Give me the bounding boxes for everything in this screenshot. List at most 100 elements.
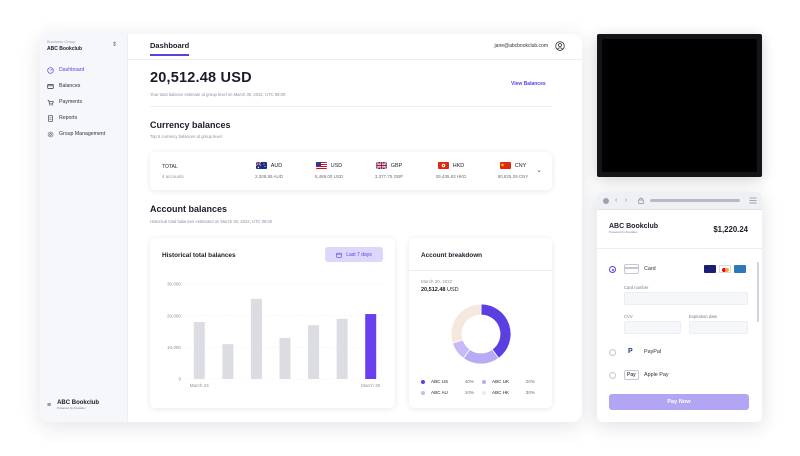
sidebar-footer: ≡ ABC Bookclub Powered by Airwallex: [47, 400, 99, 410]
card-radio[interactable]: [609, 266, 616, 273]
applepay-radio[interactable]: [609, 372, 616, 379]
historical-balances-card: Historical total balances Last 7 days 0 1…: [150, 238, 395, 408]
legend-percent: 10%: [464, 390, 474, 395]
legend-dot: [421, 379, 425, 384]
apple-pay-icon: Pay: [624, 370, 639, 380]
sidebar-item-label: Group Management: [59, 131, 106, 137]
currency-value: 3,377.75 GBP: [374, 174, 404, 179]
account-label: Business Group: [47, 39, 76, 44]
brand-powered: Powered by Airwallex: [57, 406, 86, 410]
main-content: Dashboard jane@abcbookclub.com 20,512.48…: [128, 34, 582, 422]
breakdown-amount-value: 20,512.48: [421, 287, 446, 293]
cart-icon: [47, 99, 54, 106]
chart-bar: [336, 318, 348, 379]
divider: [409, 270, 552, 271]
cvv-input[interactable]: [624, 321, 681, 334]
address-bar[interactable]: [650, 199, 740, 202]
legend-item: ABC HK 30%: [482, 390, 543, 395]
currency-balances-card: TOTAL 4 accounts AUD 2,308.85 AUD USD 5,…: [150, 152, 552, 190]
checkout-brand-powered: Powered by Airwallex: [609, 230, 638, 234]
checkout-browser-window: ‹ › ABC Bookclub Powered by Airwallex $1…: [597, 192, 762, 422]
sidebar-item-reports[interactable]: Reports: [40, 110, 128, 126]
forward-arrow-icon[interactable]: ›: [625, 197, 628, 204]
brand-name: ABC Bookclub: [57, 400, 100, 406]
back-arrow-icon[interactable]: ‹: [615, 197, 618, 204]
expiry-input[interactable]: [689, 321, 748, 334]
currency-code: HKD: [452, 162, 465, 169]
currency-usd: USD 5,489.00 USD: [294, 162, 364, 179]
chart-bar: [279, 337, 291, 379]
document-icon: [48, 114, 53, 122]
user-avatar-icon[interactable]: [555, 41, 565, 51]
visa-icon: [704, 265, 716, 273]
user-email: jane@abcbookclub.com: [494, 43, 548, 49]
checkout-total: $1,220.24: [713, 225, 748, 234]
currency-code: GBP: [390, 162, 403, 169]
legend-dot: [482, 390, 486, 395]
currency-hkd: HKD 29,435.63 HKD: [416, 162, 486, 179]
sidebar-item-dashboard[interactable]: Dashboard: [40, 62, 128, 78]
top-bar: Dashboard jane@abcbookclub.com: [128, 34, 582, 60]
historical-balances-title: Historical total balances: [162, 252, 236, 259]
uk-flag-icon: [375, 162, 387, 169]
date-range-label: Last 7 days: [346, 251, 372, 258]
currency-code: AUD: [270, 162, 283, 169]
menu-icon[interactable]: ≡: [47, 401, 52, 409]
total-label: TOTAL: [162, 164, 178, 170]
chart-bar: [222, 344, 234, 379]
currency-gbp: GBP 3,377.75 GBP: [354, 162, 424, 179]
currency-aud: AUD 2,308.85 AUD: [234, 162, 304, 179]
tab-dashboard[interactable]: Dashboard: [150, 41, 190, 56]
sidebar-item-group-management[interactable]: Group Management: [40, 126, 128, 142]
divider: [150, 106, 552, 107]
browser-dot-icon: [603, 198, 609, 204]
checkout-brand-name: ABC Bookclub: [609, 223, 658, 230]
chart-bar: [365, 314, 377, 379]
legend-item: ABC UK 20%: [482, 379, 543, 384]
settings-icon: [47, 131, 54, 137]
expand-chevron-icon[interactable]: ⌄: [536, 167, 542, 174]
wallet-icon: [47, 83, 54, 89]
legend-percent: 20%: [525, 379, 535, 384]
chart-bar: [250, 298, 262, 379]
switcher-chevron-icon[interactable]: ⇕: [112, 42, 118, 48]
account-switcher[interactable]: ABC Bookclub: [47, 46, 82, 52]
account-balances-caption: Historical total balances estimated on M…: [150, 219, 273, 224]
card-number-input[interactable]: [624, 292, 748, 305]
sidebar-item-label: Payments: [59, 99, 83, 105]
pay-now-button[interactable]: Pay Now: [609, 394, 749, 410]
sidebar-item-payments[interactable]: Payments: [40, 94, 128, 110]
australia-flag-icon: [255, 162, 267, 169]
currency-balances-heading: Currency balances: [150, 120, 231, 130]
card-number-label: Card number: [624, 285, 649, 290]
browser-menu-icon[interactable]: [749, 197, 757, 204]
legend-label: ABC US: [431, 379, 449, 384]
view-balances-link[interactable]: View Balances: [511, 81, 546, 87]
speedometer-icon: [47, 66, 54, 74]
sidebar-item-balances[interactable]: Balances: [40, 78, 128, 94]
breakdown-amount-unit: USD: [447, 287, 459, 293]
date-range-button[interactable]: Last 7 days: [325, 247, 383, 262]
account-breakdown-title: Account breakdown: [421, 252, 483, 259]
breakdown-amount: 20,512.48 USD: [421, 287, 459, 293]
scrollbar[interactable]: [757, 262, 759, 322]
paypal-radio[interactable]: [609, 349, 616, 356]
dark-preview-panel: [597, 34, 762, 177]
currency-balances-caption: Top 5 currency balances at group level: [150, 134, 222, 139]
total-balance: 20,512.48 USD: [150, 70, 252, 86]
breakdown-date: March 30, 2022: [421, 279, 453, 284]
lock-icon: [638, 197, 644, 204]
brand-logo: ABC Bookclub Powered by Airwallex: [57, 400, 99, 410]
currency-value: 90,825.29 CNY: [497, 174, 529, 179]
y-tick-label: 20,000: [167, 313, 181, 318]
legend-percent: 30%: [525, 390, 535, 395]
divider: [597, 248, 762, 249]
y-tick-label: 10,000: [167, 345, 181, 350]
donut-slice: [480, 303, 512, 359]
checkout-brand-logo: ABC Bookclub Powered by Airwallex: [609, 223, 658, 234]
historical-bar-chart: 0 10,000 20,000 30,000 March 24 March 30: [167, 282, 385, 388]
chart-bar: [308, 325, 320, 379]
dark-preview-screen: [602, 39, 757, 172]
breakdown-legend: ABC US 40% ABC UK 20% ABC AU 10% ABC HK 30%: [421, 376, 543, 398]
